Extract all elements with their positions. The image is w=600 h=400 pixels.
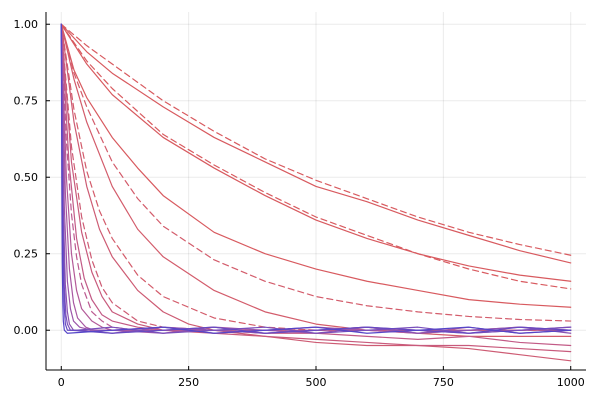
series-line-6: [60, 23, 572, 337]
series-line-18: [60, 23, 572, 334]
tick-labels: 0 250 500 750 1000 0.00 0.25 0.50 0.75 1.00: [14, 18, 585, 389]
x-tick-label-1: 250: [178, 376, 199, 389]
series-line-0: [60, 23, 572, 256]
y-tick-label-0: 0.00: [14, 324, 39, 337]
grid: [46, 12, 586, 370]
series-line-12: [60, 23, 572, 331]
series-line-2: [60, 23, 572, 290]
x-tick-label-2: 500: [306, 376, 327, 389]
series-line-5: [60, 23, 572, 322]
series-line-9: [60, 23, 572, 331]
y-tick-label-2: 0.50: [14, 171, 39, 184]
series-line-19: [60, 23, 572, 334]
x-tick-label-0: 0: [58, 376, 65, 389]
series-line-1: [60, 23, 572, 264]
y-tick-label-1: 0.25: [14, 248, 39, 261]
series-line-3: [60, 23, 572, 282]
series-line-4: [60, 23, 572, 308]
axes: [45, 12, 586, 371]
y-tick-label-3: 0.75: [14, 95, 39, 108]
x-tick-label-4: 1000: [557, 376, 585, 389]
series-lines: [60, 23, 572, 362]
series-line-8: [60, 23, 572, 362]
y-tick-label-4: 1.00: [14, 18, 39, 31]
x-tick-label-3: 750: [433, 376, 454, 389]
